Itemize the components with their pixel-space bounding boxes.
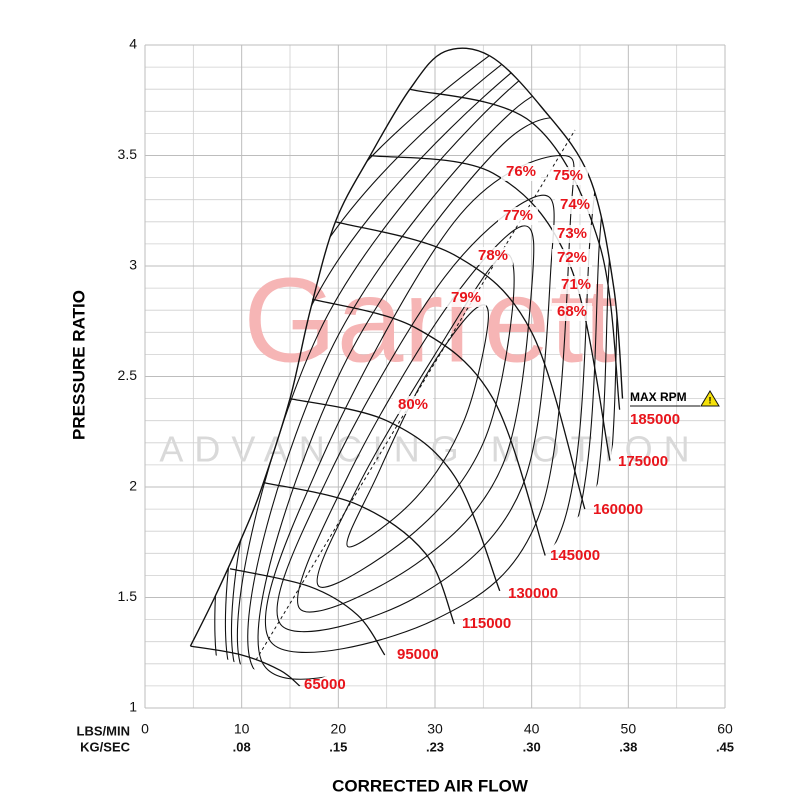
y-tick-label: 4 bbox=[129, 36, 137, 52]
speed-line bbox=[289, 397, 501, 592]
x-tick-label: 60 bbox=[717, 721, 733, 737]
y-axis-title: PRESSURE RATIO bbox=[69, 290, 88, 440]
x2-unit-label: KG/SEC bbox=[80, 739, 130, 754]
x2-tick-label: .08 bbox=[233, 739, 251, 754]
efficiency-label: 71% bbox=[561, 276, 591, 293]
label-backdrop bbox=[552, 303, 592, 321]
speed-line bbox=[229, 568, 386, 656]
y-tick-label: 1.5 bbox=[118, 588, 138, 604]
y-tick-label: 2 bbox=[129, 478, 137, 494]
efficiency-contour bbox=[276, 194, 555, 633]
label-backdrop bbox=[446, 289, 486, 307]
x-tick-label: 10 bbox=[234, 721, 250, 737]
efficiency-label: 76% bbox=[506, 163, 536, 180]
speed-label: 160000 bbox=[593, 501, 643, 518]
speed-label: 115000 bbox=[462, 615, 511, 632]
x2-tick-label: .30 bbox=[523, 739, 541, 754]
efficiency-label: 68% bbox=[557, 303, 587, 320]
x-axis-title: CORRECTED AIR FLOW bbox=[332, 776, 529, 795]
x2-tick-label: .23 bbox=[426, 739, 444, 754]
peak-efficiency-line bbox=[255, 129, 576, 661]
label-backdrop bbox=[393, 396, 433, 414]
y-tick-label: 3 bbox=[129, 257, 137, 273]
x-tick-label: 40 bbox=[524, 721, 540, 737]
speed-line bbox=[263, 481, 455, 625]
speed-line bbox=[312, 298, 546, 556]
x2-tick-label: .15 bbox=[329, 739, 347, 754]
efficiency-label: 72% bbox=[557, 249, 587, 266]
warning-icon bbox=[700, 390, 720, 407]
efficiency-label: 79% bbox=[451, 289, 481, 306]
x-tick-label: 20 bbox=[331, 721, 347, 737]
efficiency-label: 74% bbox=[560, 196, 590, 213]
x2-tick-label: .38 bbox=[619, 739, 637, 754]
x-tick-label: 0 bbox=[141, 721, 149, 737]
label-backdrop bbox=[501, 163, 541, 181]
efficiency-label: 78% bbox=[478, 247, 508, 264]
label-backdrop bbox=[552, 225, 592, 243]
y-tick-label: 1 bbox=[129, 699, 137, 715]
speed-label: 145000 bbox=[550, 547, 600, 564]
efficiency-label: 73% bbox=[557, 225, 587, 242]
warning-mark: ! bbox=[709, 395, 712, 405]
x-tick-label: 50 bbox=[621, 721, 637, 737]
y-tick-label: 3.5 bbox=[118, 146, 138, 162]
label-backdrop bbox=[548, 167, 588, 185]
efficiency-label: 75% bbox=[553, 167, 583, 184]
x-tick-label: 30 bbox=[427, 721, 443, 737]
x-unit-label: LBS/MIN bbox=[77, 723, 130, 738]
speed-line bbox=[335, 221, 586, 510]
speed-line bbox=[370, 154, 611, 461]
label-backdrop bbox=[552, 249, 592, 267]
efficiency-label: 77% bbox=[503, 207, 533, 224]
speed-line bbox=[190, 645, 301, 687]
efficiency-label: 80% bbox=[398, 396, 428, 413]
max-rpm-annotation: MAX RPM bbox=[630, 390, 687, 404]
y-tick-label: 2.5 bbox=[118, 367, 138, 383]
label-backdrop bbox=[473, 247, 513, 265]
speed-label: 175000 bbox=[618, 453, 668, 470]
speed-label: 95000 bbox=[397, 646, 439, 663]
speed-label: 185000 bbox=[630, 411, 680, 428]
label-backdrop bbox=[555, 196, 595, 214]
speed-label: 130000 bbox=[508, 585, 558, 602]
grid bbox=[144, 44, 726, 709]
label-backdrop bbox=[556, 276, 596, 294]
label-backdrop bbox=[498, 207, 538, 225]
speed-label: 65000 bbox=[304, 676, 346, 693]
efficiency-contour bbox=[297, 225, 535, 613]
x2-tick-label: .45 bbox=[716, 739, 734, 754]
